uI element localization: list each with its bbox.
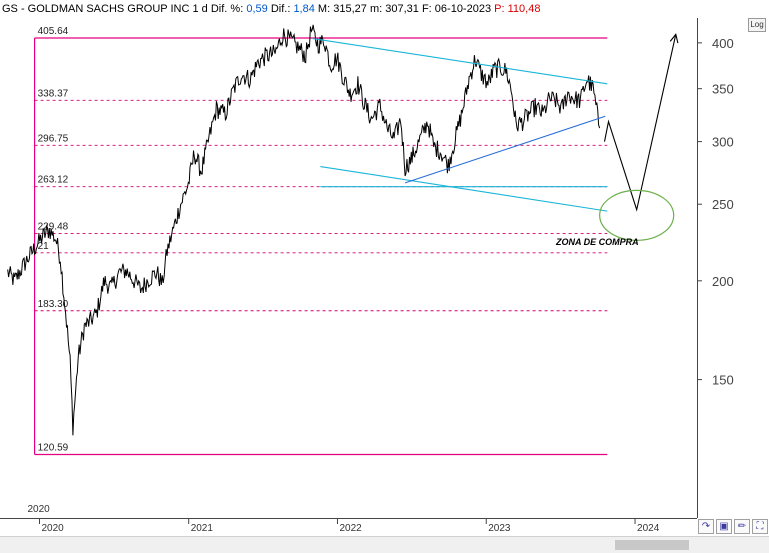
p-value: 110,48 <box>507 3 541 15</box>
symbol-name: GS - GOLDMAN SACHS GROUP INC <box>2 3 190 15</box>
fib-level-label: 296.75 <box>38 133 69 144</box>
fib-level-label: 405.64 <box>38 26 69 37</box>
projection-arrowhead <box>669 33 679 44</box>
y-tick-label: 300 <box>712 135 734 150</box>
dif-value: 1,84 <box>293 3 315 15</box>
min-value: 307,31 <box>385 3 419 15</box>
scrollbar-thumb[interactable] <box>615 540 689 550</box>
drawing-tool-icon[interactable]: ✏ <box>734 519 750 534</box>
x-start-label: 2020 <box>28 504 51 515</box>
price-chart: 150 200 250 300 350 400 2020 2021 2022 2023 2024 20… <box>0 18 734 534</box>
min-label: m: <box>369 3 383 15</box>
log-scale-button[interactable]: Log <box>748 18 766 32</box>
price-series-line <box>7 24 601 436</box>
x-tick-label: 2022 <box>339 523 362 534</box>
x-tick-label: 2021 <box>191 523 214 534</box>
date-label: F: <box>421 3 432 15</box>
buy-zone-ellipse <box>599 189 675 241</box>
max-label: M: <box>317 3 331 15</box>
fib-level-label: 120.59 <box>38 443 69 454</box>
fib-level-label: 263.12 <box>38 175 69 186</box>
trendline <box>312 38 608 85</box>
trendline <box>404 115 606 184</box>
save-icon[interactable]: ▣ <box>716 519 732 534</box>
x-tick-label: 2023 <box>488 523 511 534</box>
fib-level-label: 183.30 <box>38 299 69 310</box>
dif-pct-value: 0,59 <box>246 3 268 15</box>
trendline <box>320 165 608 212</box>
date-value: 06-10-2023 <box>434 3 492 15</box>
fib-level-label: 21 <box>38 241 50 252</box>
y-tick-label: 350 <box>712 82 734 97</box>
max-value: 315,27 <box>333 3 367 15</box>
x-tick-label: 2020 <box>42 523 65 534</box>
fib-level-label: 229.48 <box>38 222 69 233</box>
buy-zone-label: ZONA DE COMPRA <box>555 237 639 247</box>
zoom-out-button[interactable]: ↷ <box>698 519 714 534</box>
fib-level-label: 338.37 <box>38 88 69 99</box>
y-tick-label: 400 <box>712 36 734 51</box>
horizontal-scrollbar[interactable] <box>0 536 769 553</box>
chart-header: GS - GOLDMAN SACHS GROUP INC 1 d Dif. %:… <box>2 1 540 17</box>
dif-label: Dif.: <box>270 3 291 15</box>
p-label: P: <box>494 3 505 15</box>
y-tick-label: 150 <box>712 373 734 388</box>
fullscreen-icon[interactable]: ⛶ <box>752 519 768 534</box>
timeframe: 1 d <box>192 3 208 15</box>
x-tick-label: 2024 <box>637 523 660 534</box>
projection-path <box>603 34 677 212</box>
y-tick-label: 250 <box>712 197 734 212</box>
dif-pct-label: Dif. %: <box>210 3 244 15</box>
y-tick-label: 200 <box>712 274 734 289</box>
